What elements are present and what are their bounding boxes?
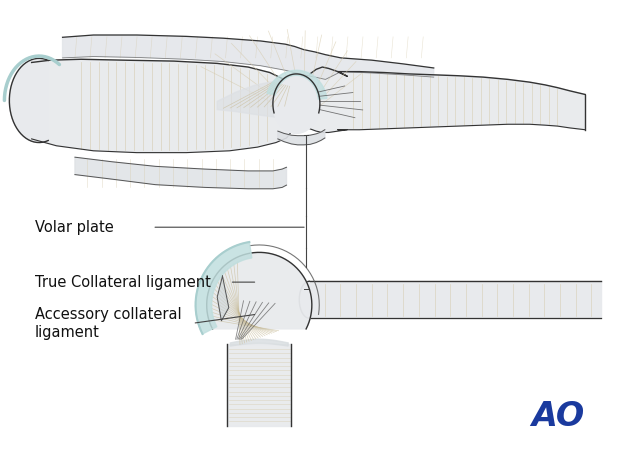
Polygon shape — [310, 67, 585, 133]
Text: Volar plate: Volar plate — [35, 220, 113, 235]
Polygon shape — [32, 59, 290, 153]
Polygon shape — [195, 242, 252, 334]
Polygon shape — [231, 339, 288, 346]
Polygon shape — [267, 70, 327, 99]
Text: True Collateral ligament: True Collateral ligament — [35, 274, 211, 290]
Text: Accessory collateral
ligament: Accessory collateral ligament — [35, 307, 181, 340]
Polygon shape — [217, 81, 296, 118]
Polygon shape — [217, 276, 229, 321]
Polygon shape — [75, 157, 286, 189]
Polygon shape — [227, 344, 291, 426]
Polygon shape — [309, 281, 601, 318]
Polygon shape — [273, 74, 320, 134]
Polygon shape — [299, 281, 309, 318]
Polygon shape — [278, 130, 325, 145]
Polygon shape — [206, 252, 312, 329]
Polygon shape — [63, 35, 434, 79]
Text: AO: AO — [531, 400, 584, 433]
Polygon shape — [9, 58, 48, 143]
